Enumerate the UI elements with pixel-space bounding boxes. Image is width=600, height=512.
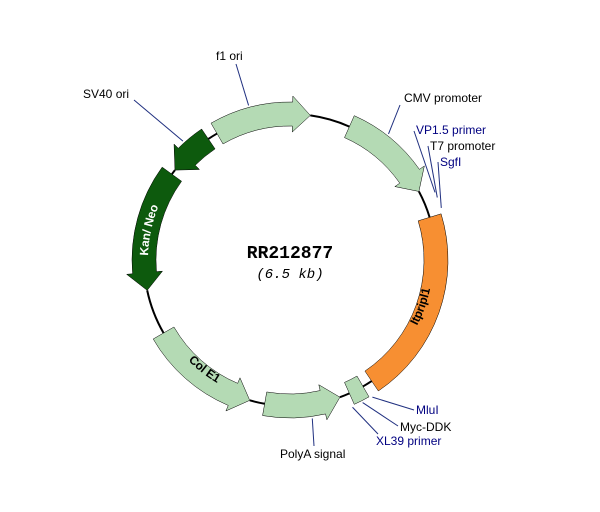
mlui-label: MluI	[416, 403, 439, 417]
itprip11	[365, 214, 448, 391]
plasmid-id: RR212877	[247, 244, 333, 264]
plasmid-map: CMV promoterItpripl1Myc-DDKPolyA signalC…	[0, 0, 600, 512]
sgfi-label: SgfI	[440, 155, 461, 169]
cmv-promoter-label: CMV promoter	[404, 91, 482, 105]
f1-ori-label: f1 ori	[216, 49, 243, 63]
myc-ddk-label: Myc-DDK	[400, 420, 451, 434]
myc-ddk	[345, 376, 369, 404]
vp15-primer-label: VP1.5 primer	[416, 123, 486, 137]
plasmid-size: (6.5 kb)	[256, 267, 323, 283]
sv40-ori-label: SV40 ori	[83, 87, 129, 101]
xl39-primer-label: XL39 primer	[376, 434, 441, 448]
t7-promoter-label: T7 promoter	[430, 139, 495, 153]
polya-signal-label: PolyA signal	[280, 447, 345, 461]
